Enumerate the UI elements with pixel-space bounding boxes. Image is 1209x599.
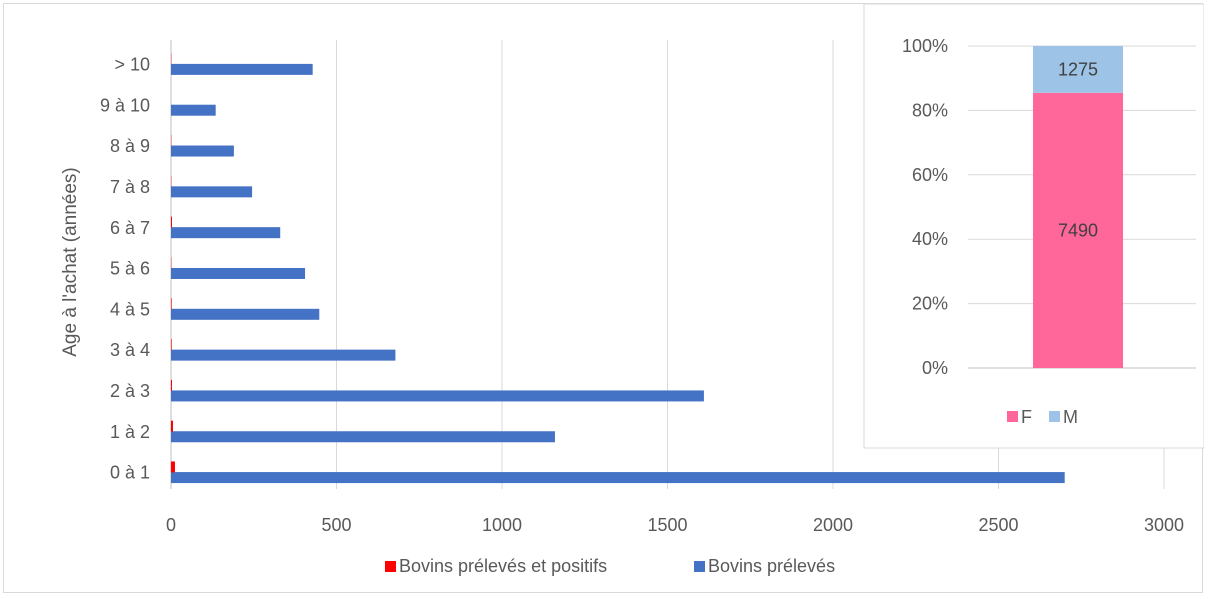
- inset-legend-label: F: [1021, 407, 1032, 427]
- category-label: 3 à 4: [110, 340, 150, 360]
- bar-bovins-preleves: [171, 390, 704, 401]
- bar-bovins-preleves: [171, 350, 395, 361]
- bar-bovins-preleves: [171, 186, 252, 197]
- inset-legend-swatch: [1007, 411, 1018, 422]
- x-tick-label: 1000: [482, 515, 522, 535]
- legend-label: Bovins prélevés et positifs: [399, 556, 607, 576]
- data-label: 1275: [1058, 59, 1098, 79]
- x-tick-label: 3000: [1144, 515, 1184, 535]
- bar-bovins-preleves: [171, 309, 319, 320]
- chart-frame: 0 à 1 1 à 2 2 à 3 3 à 4 4 à 5 5 à 6 6 à 7 7 à 8…: [3, 3, 1203, 593]
- bar-bovins-preleves: [171, 472, 1065, 483]
- x-tick-label: 2000: [813, 515, 853, 535]
- category-label: 4 à 5: [110, 299, 150, 319]
- inset-legend-label: M: [1063, 407, 1078, 427]
- category-label: 0 à 1: [110, 463, 150, 483]
- inset-y-tick-label: 80%: [912, 100, 948, 120]
- inset-y-tick-label: 100%: [902, 36, 948, 56]
- bar-bovins-preleves: [171, 227, 280, 238]
- category-label: 8 à 9: [110, 136, 150, 156]
- bar-bovins-positifs: [171, 380, 172, 391]
- bar-bovins-positifs: [171, 461, 175, 472]
- chart-canvas: 0 à 1 1 à 2 2 à 3 3 à 4 4 à 5 5 à 6 6 à 7 7 à 8…: [4, 4, 1204, 594]
- legend-swatch: [385, 561, 396, 572]
- main-legend: Bovins prélevés et positifs Bovins prélev…: [385, 556, 835, 576]
- main-y-axis-title: Age à l'achat (années): [60, 167, 81, 357]
- main-x-tick-labels: 0 500 1000 1500 2000 2500 3000: [166, 515, 1184, 535]
- inset-y-tick-label: 40%: [912, 229, 948, 249]
- bar-bovins-preleves: [171, 431, 555, 442]
- legend-swatch: [694, 561, 705, 572]
- bar-bovins-preleves: [171, 105, 216, 116]
- category-label: 9 à 10: [100, 95, 150, 115]
- bar-bovins-positifs: [171, 217, 172, 228]
- category-label: > 10: [114, 54, 150, 74]
- inset-legend-swatch: [1049, 411, 1060, 422]
- x-tick-label: 2500: [978, 515, 1018, 535]
- inset-y-tick-label: 60%: [912, 165, 948, 185]
- bar-bovins-positifs: [171, 421, 173, 432]
- bar-bovins-preleves: [171, 268, 305, 279]
- legend-label: Bovins prélevés: [708, 556, 835, 576]
- inset-bars: 7490 1275: [1033, 46, 1123, 368]
- x-tick-label: 0: [166, 515, 176, 535]
- inset-y-tick-label: 0%: [922, 358, 948, 378]
- bar-bovins-preleves: [171, 146, 234, 157]
- main-category-labels: 0 à 1 1 à 2 2 à 3 3 à 4 4 à 5 5 à 6 6 à 7 7 à 8…: [100, 54, 150, 482]
- category-label: 1 à 2: [110, 422, 150, 442]
- x-tick-label: 500: [321, 515, 351, 535]
- category-label: 2 à 3: [110, 381, 150, 401]
- category-label: 5 à 6: [110, 259, 150, 279]
- category-label: 7 à 8: [110, 177, 150, 197]
- category-label: 6 à 7: [110, 218, 150, 238]
- bar-bovins-preleves: [171, 64, 313, 75]
- inset-y-tick-label: 20%: [912, 294, 948, 314]
- x-tick-label: 1500: [647, 515, 687, 535]
- bar-bovins-positifs: [171, 298, 172, 309]
- data-label: 7490: [1058, 220, 1098, 240]
- bar-bovins-positifs: [171, 339, 172, 350]
